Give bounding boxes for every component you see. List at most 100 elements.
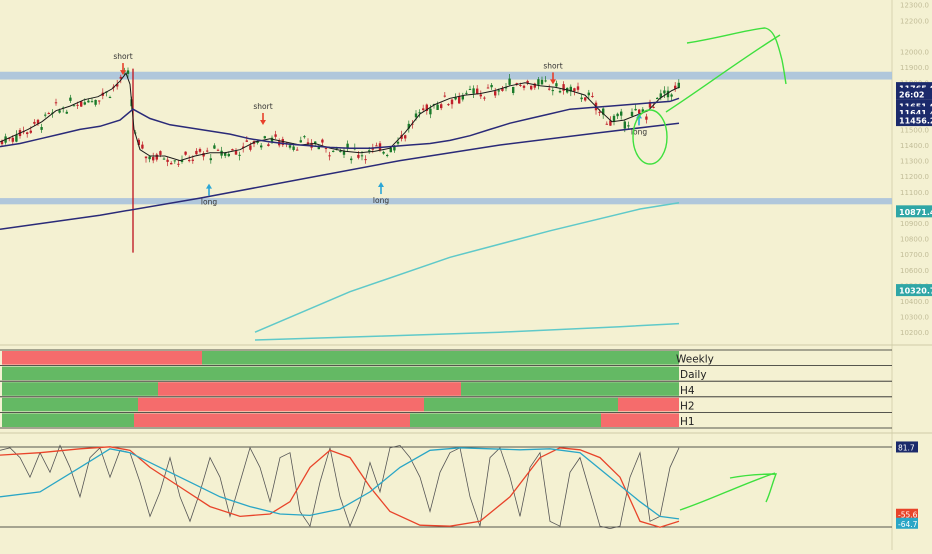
price-tag [896,114,932,127]
short-signal [550,72,556,85]
short-signal [120,63,126,76]
candle-body [605,123,608,125]
candle-body [389,147,392,153]
candle-body [519,84,522,86]
candle-body [555,83,558,87]
candle-body [8,137,11,139]
price-tag [896,284,932,297]
candle-body [422,108,425,111]
candle-body [288,145,292,148]
candle-body [508,78,511,85]
candle-body [558,90,562,93]
candle-body [407,123,410,129]
candle-body [15,134,18,142]
candle-body [87,100,90,103]
price-scale-label: 10300.0 [900,314,929,322]
candle-body [652,106,655,108]
candle-body [191,159,194,161]
candle-body [281,139,284,145]
candle-body [141,144,144,149]
candle-body [202,153,205,157]
price-scale-label: 10800.0 [900,236,929,244]
price-scale-label: 11400.0 [900,142,929,150]
signal-label: short [253,102,272,111]
candle-body [76,104,79,106]
candle-body [616,113,619,117]
candle-body [108,97,112,99]
candle-body [364,159,367,161]
candle-body [234,151,238,155]
candle-body [296,149,299,151]
candle-body [393,146,396,151]
candle-body [476,88,479,95]
candle-body [65,111,68,114]
candle-body [245,140,248,142]
candle-body [602,108,605,115]
candle-body [634,108,637,111]
trend-row-label: Weekly [676,354,714,366]
trend-segment [2,351,202,365]
candle-body [137,139,140,145]
candle-body [177,163,180,165]
candle-body [299,140,302,143]
candle-body [227,153,230,157]
candle-body [458,96,461,104]
oscillator-tag-label: 81.7 [898,443,915,452]
price-scale-label: 10900.0 [900,220,929,228]
candle-body [80,101,83,107]
candle-body [418,112,421,114]
candle-body [206,150,209,152]
candle-body [663,90,666,94]
candle-body [584,97,587,101]
oscillator-series-line [0,446,680,528]
candle-body [188,160,191,162]
candle-body [166,159,169,162]
candle-body [274,134,277,137]
candle-body [44,114,47,116]
candle-body [609,120,612,126]
candle-body [159,151,162,155]
candle-body [627,125,630,127]
candle-body [184,151,187,155]
arrow-head [378,182,384,188]
candle-body [501,88,504,91]
signal-label: short [113,52,132,61]
candle-body [580,97,583,100]
resistance-zone [0,198,892,205]
candle-body [468,89,472,91]
candle-body [360,155,364,157]
candle-body [213,145,216,149]
arrow-head [550,79,556,85]
trend-segment [410,413,601,427]
candle-body [260,145,263,148]
candle-body [674,85,677,89]
candle-body [350,158,353,161]
signal-label: long [631,127,647,136]
candle-body [180,159,184,162]
trend-row-label: H2 [680,400,695,412]
price-series-line [0,97,680,149]
candle-body [155,154,158,160]
trend-segment [2,413,134,427]
candle-body [357,154,360,158]
candle-body [656,97,659,100]
price-series-line [254,202,680,333]
candle-body [58,110,61,113]
candle-body [26,132,29,135]
candle-body [94,99,97,105]
candle-body [414,113,418,118]
candle-body [382,151,385,154]
candle-body [224,152,227,156]
trend-segment [138,397,424,412]
candle-body [677,82,680,88]
candle-body [641,109,644,112]
candle-body [504,87,508,89]
arrow-head [120,70,126,76]
candle-body [292,146,295,150]
candle-body [623,121,626,129]
candle-body [198,149,202,152]
candle-body [630,111,634,117]
candle-body [533,83,536,88]
candle-body [486,87,490,89]
